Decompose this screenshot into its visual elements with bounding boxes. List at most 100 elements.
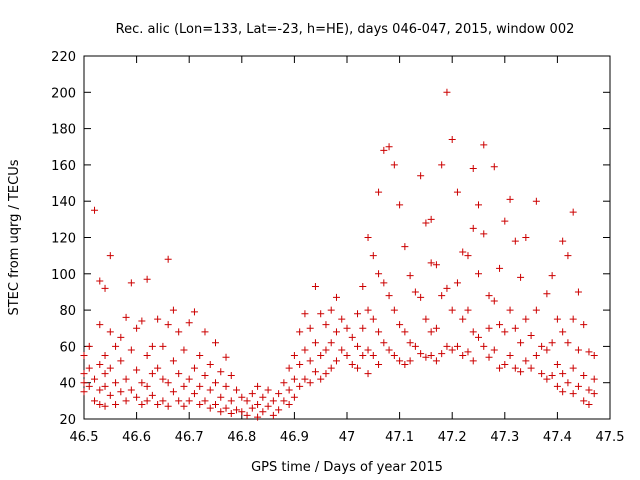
- data-point: [427, 328, 435, 336]
- data-point: [496, 264, 504, 272]
- data-point: [311, 339, 319, 347]
- data-point: [269, 397, 277, 405]
- data-point: [180, 402, 188, 410]
- data-point: [359, 324, 367, 332]
- x-tick-label: 46.6: [122, 430, 151, 445]
- data-point: [390, 351, 398, 359]
- y-tick-label: 220: [51, 50, 76, 65]
- data-point: [443, 284, 451, 292]
- data-point: [432, 357, 440, 365]
- data-point: [122, 313, 130, 321]
- data-point: [332, 293, 340, 301]
- data-point: [322, 370, 330, 378]
- data-point: [112, 400, 120, 408]
- data-point: [222, 404, 230, 412]
- data-point: [175, 328, 183, 336]
- data-point: [275, 390, 283, 398]
- data-point: [311, 283, 319, 291]
- x-tick-label: 47.2: [438, 430, 467, 445]
- data-point: [385, 292, 393, 300]
- data-point: [348, 361, 356, 369]
- data-point: [480, 230, 488, 238]
- x-tick-label: 46.5: [70, 430, 99, 445]
- data-point: [464, 252, 472, 260]
- data-point: [201, 371, 209, 379]
- data-point: [396, 201, 404, 209]
- data-point: [175, 370, 183, 378]
- data-point: [411, 288, 419, 296]
- y-tick-label: 60: [59, 340, 76, 355]
- data-point: [354, 310, 362, 318]
- data-point: [301, 375, 309, 383]
- data-point: [185, 319, 193, 327]
- data-point: [317, 375, 325, 383]
- data-point: [91, 206, 99, 214]
- data-point: [548, 339, 556, 347]
- data-point: [517, 339, 525, 347]
- y-tick-label: 100: [51, 268, 76, 283]
- data-point: [248, 390, 256, 398]
- data-point: [485, 353, 493, 361]
- data-point: [422, 219, 430, 227]
- data-point: [133, 366, 141, 374]
- data-point: [306, 324, 314, 332]
- data-point: [475, 333, 482, 341]
- data-point: [375, 361, 383, 369]
- data-point: [143, 397, 151, 405]
- data-point: [343, 324, 351, 332]
- data-point: [401, 361, 409, 369]
- data-point: [275, 406, 283, 414]
- data-point: [148, 342, 156, 350]
- data-point: [264, 402, 272, 410]
- data-point: [169, 306, 177, 314]
- data-point: [154, 315, 162, 323]
- data-point: [427, 259, 435, 267]
- data-point: [327, 306, 335, 314]
- data-point: [364, 234, 372, 241]
- data-point: [464, 306, 472, 314]
- data-point: [369, 315, 377, 323]
- data-point: [122, 397, 130, 405]
- data-point: [190, 308, 198, 316]
- data-point: [417, 172, 425, 180]
- data-point: [101, 284, 109, 292]
- data-point: [396, 321, 404, 329]
- data-point: [159, 375, 167, 383]
- data-point: [506, 195, 514, 203]
- data-point: [185, 375, 193, 383]
- data-point: [201, 328, 209, 336]
- data-point: [532, 306, 540, 314]
- data-point: [327, 364, 335, 372]
- data-point: [206, 386, 214, 394]
- data-point: [106, 252, 114, 260]
- x-tick-label: 46.8: [227, 430, 256, 445]
- data-point: [317, 310, 325, 318]
- data-point: [143, 382, 151, 390]
- data-point: [548, 371, 556, 379]
- data-point: [164, 255, 172, 263]
- data-point: [501, 328, 509, 336]
- data-point: [475, 270, 482, 278]
- data-point: [543, 290, 551, 298]
- data-point: [301, 346, 309, 354]
- chart-title: Rec. alic (Lon=133, Lat=-23, h=HE), days…: [116, 22, 575, 37]
- data-point: [422, 315, 430, 323]
- data-point: [185, 397, 193, 405]
- data-point: [196, 400, 204, 408]
- data-point: [511, 237, 519, 245]
- data-point: [117, 388, 125, 396]
- data-point: [369, 351, 377, 359]
- data-point: [243, 397, 251, 405]
- data-point: [133, 393, 141, 401]
- data-point: [564, 339, 572, 347]
- data-point: [122, 375, 130, 383]
- data-point: [238, 393, 246, 401]
- data-point: [154, 400, 162, 408]
- data-point: [227, 371, 235, 379]
- data-point: [343, 351, 351, 359]
- data-point: [285, 364, 293, 372]
- data-point: [406, 272, 414, 280]
- data-point: [590, 351, 598, 359]
- data-point: [164, 402, 172, 410]
- data-point: [490, 297, 498, 305]
